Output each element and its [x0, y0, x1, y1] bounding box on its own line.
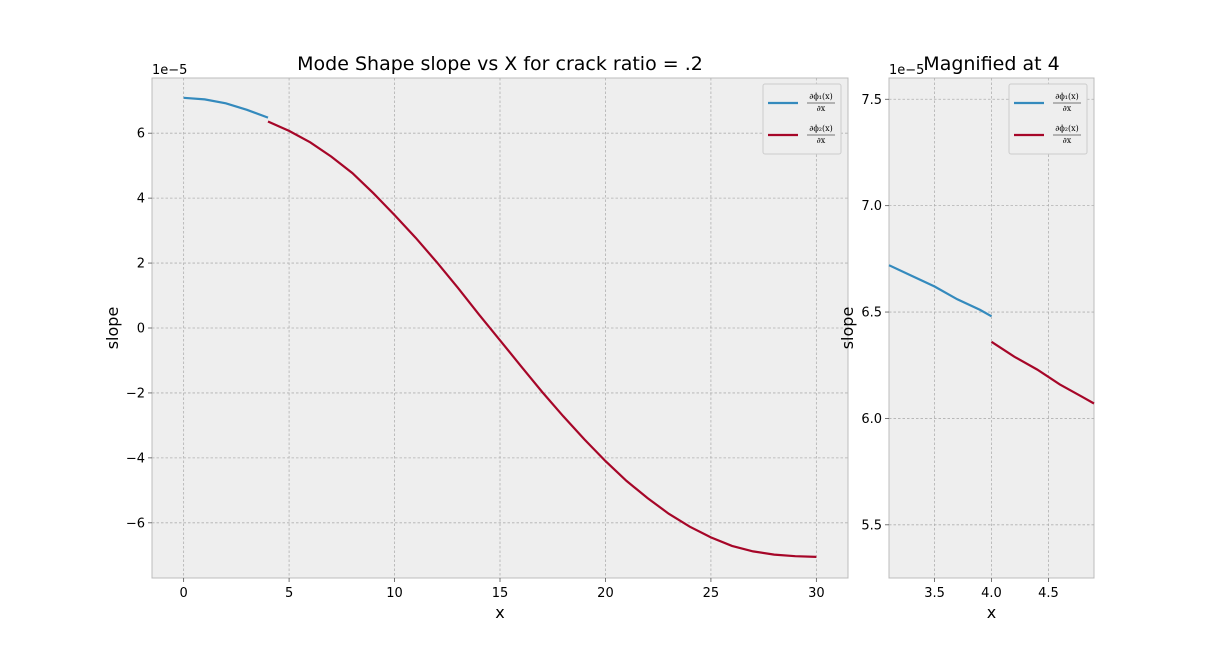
mag-x-tick-label: 4.5	[1038, 586, 1059, 601]
mag-series-1-line	[888, 264, 993, 318]
main-offset-label: 1e−5	[152, 63, 187, 78]
main-x-tick-label: 15	[492, 586, 509, 601]
main-y-tick-label: 6	[137, 127, 145, 142]
mag-chart-title: Magnified at 4	[923, 53, 1059, 75]
mag-series-2-line	[990, 340, 1095, 405]
main-legend-numerator-2: ∂ϕ₂(x)	[809, 124, 833, 133]
mag-legend-numerator-1: ∂ϕ₁(x)	[1055, 92, 1079, 101]
main-x-tick-label: 5	[285, 586, 293, 601]
main-x-tick-label: 30	[808, 586, 825, 601]
mag-x-axis-label: x	[987, 603, 996, 622]
mag-offset-label: 1e−5	[889, 63, 924, 78]
mag-y-axis-label: slope	[838, 307, 857, 350]
mag-x-tick-label: 4.0	[981, 586, 1002, 601]
main-legend-numerator-1: ∂ϕ₁(x)	[809, 92, 833, 101]
mag-legend-denominator-1: ∂x	[1063, 104, 1072, 113]
main-legend-box	[762, 83, 842, 155]
main-y-tick-label: −2	[126, 386, 145, 401]
mag-y-tick-label: 7.5	[861, 93, 882, 108]
mag-y-tick-label: 5.5	[861, 518, 882, 533]
main-x-tick-label: 0	[179, 586, 187, 601]
main-chart-title: Mode Shape slope vs X for crack ratio = …	[297, 53, 703, 75]
main-legend-denominator-1: ∂x	[817, 104, 826, 113]
main-x-tick-label: 25	[703, 586, 720, 601]
main-y-tick-label: 4	[137, 192, 145, 207]
mag-y-tick-label: 7.0	[861, 199, 882, 214]
mag-y-tick-label: 6.5	[861, 306, 882, 321]
mag-legend-numerator-2: ∂ϕ₂(x)	[1055, 124, 1079, 133]
mag-legend-denominator-2: ∂x	[1063, 136, 1072, 145]
main-legend: ∂ϕ₁(x) ∂x ∂ϕ₂(x) ∂x	[762, 83, 842, 155]
main-y-axis-label: slope	[103, 307, 122, 350]
main-y-tick-label: −6	[126, 516, 145, 531]
main-series-2-line	[267, 120, 817, 558]
main-x-axis-label: x	[495, 603, 504, 622]
mag-chart: 3.5 4.0 4.5 5.5 6.0 6.5 7.0 7.5 Magnified at 4 x s…	[838, 53, 1095, 622]
main-chart: 0 5 10 15 20 25 30 −6 −4 −2 0 2 4 6 Mode Shape slope v…	[103, 53, 849, 622]
main-y-tick-label: −4	[126, 451, 145, 466]
mag-y-tick-label: 6.0	[861, 412, 882, 427]
main-x-tick-label: 10	[386, 586, 403, 601]
main-x-tick-label: 20	[597, 586, 614, 601]
mag-x-tick-label: 3.5	[924, 586, 945, 601]
mag-legend: ∂ϕ₁(x) ∂x ∂ϕ₂(x) ∂x	[1008, 83, 1088, 155]
mag-legend-box	[1008, 83, 1088, 155]
main-y-tick-label: 0	[137, 322, 145, 337]
main-y-tick-label: 2	[137, 257, 145, 272]
main-legend-denominator-2: ∂x	[817, 136, 826, 145]
main-series-1-line	[183, 96, 269, 119]
